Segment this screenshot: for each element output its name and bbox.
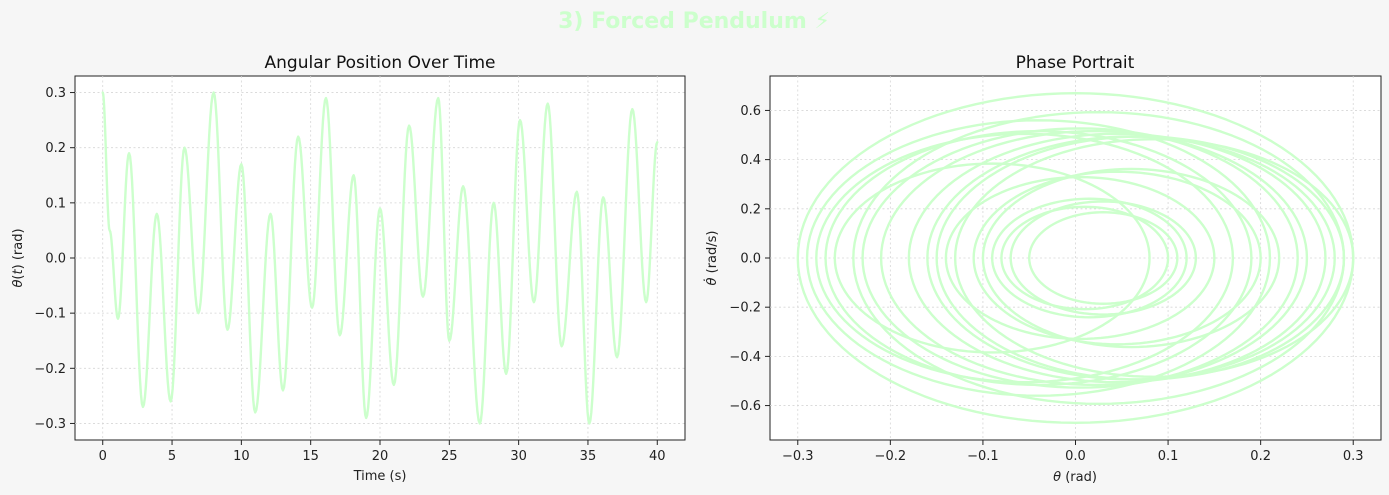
x-tick-label: 40 [649, 449, 666, 464]
x-tick-label: 20 [372, 449, 389, 464]
figure-title: 3) Forced Pendulum ⚡ [558, 9, 830, 34]
time-series-title: Angular Position Over Time [265, 53, 496, 73]
x-tick-label: −0.2 [875, 449, 907, 464]
time-series-ticks: 0 5 10 15 20 25 30 35 40 −0.3 −0.2 −0.1 0.0 0.1 0.2 0.3 [34, 86, 665, 464]
y-tick-label: 0.6 [740, 104, 761, 119]
y-tick-label: 0.0 [740, 252, 761, 267]
phase-loop [935, 135, 1346, 381]
phase-loop [981, 167, 1281, 349]
y-tick-label: −0.3 [34, 417, 66, 432]
x-tick-label: 25 [441, 449, 458, 464]
phase-loop [824, 129, 1253, 387]
x-tick-label: −0.1 [967, 449, 999, 464]
phase-portrait-y-label: θ̇ (rad/s) [704, 231, 720, 286]
x-tick-label: 30 [510, 449, 527, 464]
x-tick-label: 0.2 [1250, 449, 1271, 464]
time-series-lines [101, 91, 659, 425]
y-tick-label: −0.2 [729, 301, 761, 316]
phase-portrait-lines [796, 92, 1355, 424]
phase-loop [953, 138, 1355, 378]
x-tick-label: 0.0 [1065, 449, 1086, 464]
x-tick-label: 15 [302, 449, 319, 464]
y-tick-label: −0.4 [729, 350, 761, 365]
phase-loop [1028, 211, 1179, 305]
phase-loop [815, 132, 1235, 384]
x-tick-label: 5 [168, 449, 176, 464]
y-tick-label: 0.0 [45, 252, 66, 267]
time-series-x-label: Time (s) [353, 469, 407, 484]
y-tick-label: 0.2 [45, 141, 66, 156]
phase-portrait-x-label: θ (rad) [1053, 470, 1097, 485]
y-tick-label: −0.1 [34, 307, 66, 322]
x-tick-label: 0 [99, 449, 107, 464]
phase-loop [1009, 200, 1198, 316]
y-tick-label: −0.2 [34, 362, 66, 377]
phase-loop [861, 127, 1299, 389]
y-tick-label: 0.2 [740, 202, 761, 217]
phase-loop [926, 135, 1336, 381]
x-tick-label: 35 [580, 449, 597, 464]
theta-series-line [101, 91, 659, 425]
phase-loop [852, 110, 1346, 406]
time-series-axes: 0 5 10 15 20 25 30 35 40 −0.3 −0.2 −0.1 0.0 0.1 0.2 0.3… [11, 53, 686, 484]
phase-loop [796, 92, 1355, 424]
y-tick-label: 0.4 [740, 153, 761, 168]
x-tick-label: −0.3 [782, 449, 814, 464]
phase-portrait-title: Phase Portrait [1016, 53, 1135, 73]
time-series-grid [75, 76, 685, 440]
phase-loop [944, 175, 1216, 341]
phase-loop [879, 129, 1309, 387]
y-tick-label: 0.1 [45, 196, 66, 211]
phase-portrait-ticks: −0.3 −0.2 −0.1 0.0 0.1 0.2 0.3 −0.6 −0.4 −0.2 0.0 0… [729, 104, 1363, 464]
y-tick-label: 0.3 [45, 86, 66, 101]
phase-loop [972, 170, 1262, 346]
x-tick-label: 0.1 [1158, 449, 1179, 464]
y-tick-label: −0.6 [729, 399, 761, 414]
phase-loop [907, 132, 1327, 384]
time-series-y-label: θ(t) (rad) [11, 228, 26, 287]
x-tick-label: 0.3 [1343, 449, 1364, 464]
x-tick-label: 10 [233, 449, 250, 464]
phase-portrait-axes: −0.3 −0.2 −0.1 0.0 0.1 0.2 0.3 −0.6 −0.4 −0.2 0.0 0… [704, 53, 1382, 485]
